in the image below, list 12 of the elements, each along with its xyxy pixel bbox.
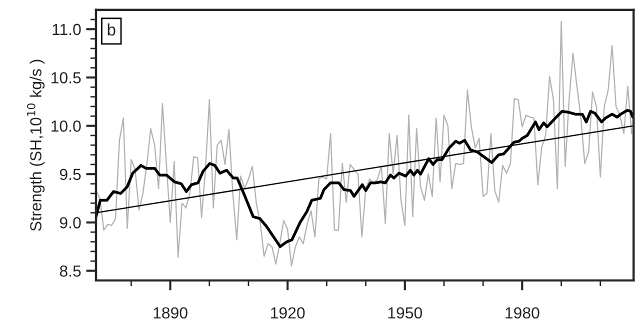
x-tick-label: 1950 (388, 307, 422, 319)
x-tick-label: 1980 (506, 307, 540, 319)
y-tick-label: 11.0 (52, 24, 81, 36)
y-tick-label: 10.0 (52, 120, 81, 132)
x-tick-label: 1890 (154, 307, 188, 319)
x-tick-label: 1920 (271, 307, 305, 319)
y-tick-label: 9.5 (60, 168, 81, 180)
y-tick-label: 9.0 (60, 217, 81, 228)
y-tick-label: 10.5 (52, 72, 81, 84)
y-tick-label: 8.5 (60, 265, 81, 277)
annotation: b (108, 23, 116, 36)
y-axis-title: Strength (SH,10$^{10}$ kg/s ) (26, 60, 45, 231)
